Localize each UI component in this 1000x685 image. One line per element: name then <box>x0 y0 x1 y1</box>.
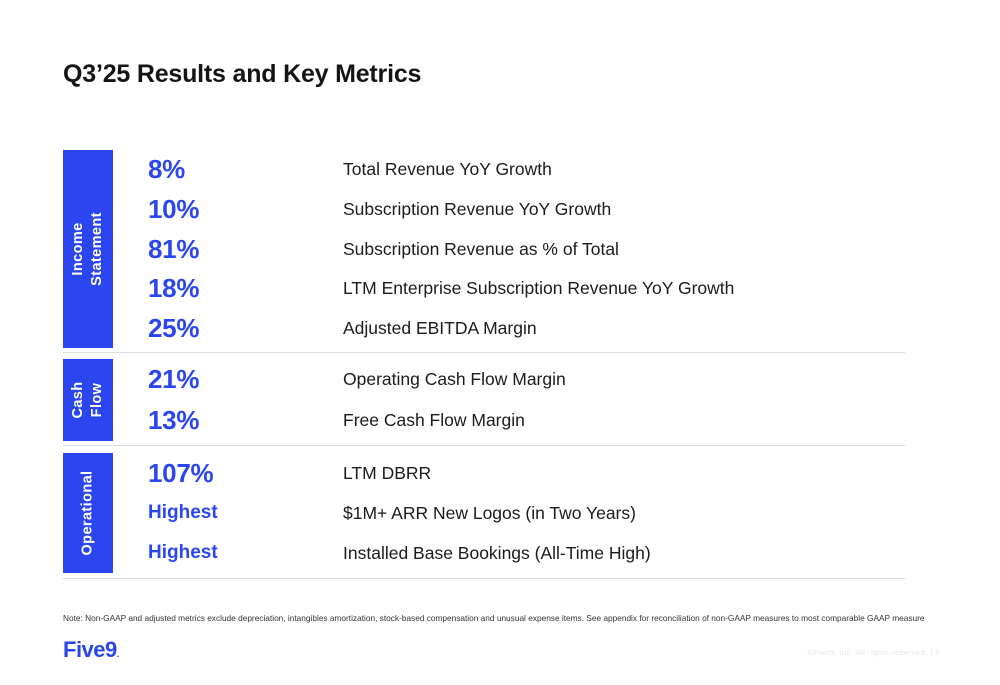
logo-registered-mark: . <box>116 649 120 659</box>
metric-row: 25% Adjusted EBITDA Margin <box>148 308 905 348</box>
metric-value: Highest <box>148 542 218 563</box>
section-divider <box>63 445 905 446</box>
metric-row: Highest Installed Base Bookings (All-Tim… <box>148 533 905 573</box>
section-rows: 8% Total Revenue YoY Growth 10% Subscrip… <box>113 150 905 348</box>
metric-row: 8% Total Revenue YoY Growth <box>148 150 905 190</box>
section-bar-label: Operational <box>79 470 96 556</box>
metric-row: 13% Free Cash Flow Margin <box>148 400 905 441</box>
five9-logo: Five9. <box>63 637 119 663</box>
section-bar-cash-flow: Cash Flow <box>63 359 113 441</box>
metric-value: 21% <box>148 364 200 394</box>
metric-value: 81% <box>148 233 200 264</box>
metric-value: 18% <box>148 273 200 304</box>
metric-label: LTM DBRR <box>343 462 432 483</box>
metric-row: 18% LTM Enterprise Subscription Revenue … <box>148 269 905 309</box>
section-cash-flow: Cash Flow 21% Operating Cash Flow Margin… <box>63 359 905 441</box>
metric-label: Installed Base Bookings (All-Time High) <box>343 542 651 563</box>
page-title: Q3’25 Results and Key Metrics <box>63 60 422 88</box>
metric-value: Highest <box>148 502 218 523</box>
metric-label: Total Revenue YoY Growth <box>343 159 552 180</box>
footnote: Note: Non-GAAP and adjusted metrics excl… <box>63 613 925 623</box>
copyright-text: ©Five9, Inc. All rights reserved. | 5 <box>807 648 940 657</box>
metric-label: Adjusted EBITDA Margin <box>343 317 537 338</box>
section-bar-income-statement: Income Statement <box>63 150 113 348</box>
metric-label: Subscription Revenue YoY Growth <box>343 198 612 219</box>
metric-label: $1M+ ARR New Logos (in Two Years) <box>343 502 636 523</box>
five9-logo-text: Five9 <box>63 637 117 662</box>
section-bar-label: Income Statement <box>70 212 105 286</box>
metric-label: Free Cash Flow Margin <box>343 410 525 430</box>
section-rows: 21% Operating Cash Flow Margin 13% Free … <box>113 359 905 441</box>
metric-row: 21% Operating Cash Flow Margin <box>148 359 905 400</box>
metric-label: Operating Cash Flow Margin <box>343 369 566 389</box>
metric-row: 107% LTM DBRR <box>148 453 905 493</box>
metric-value: 8% <box>148 154 185 185</box>
section-rows: 107% LTM DBRR Highest $1M+ ARR New Logos… <box>113 453 905 573</box>
section-divider <box>63 578 905 579</box>
metrics-content: Income Statement 8% Total Revenue YoY Gr… <box>63 150 905 579</box>
section-income-statement: Income Statement 8% Total Revenue YoY Gr… <box>63 150 905 348</box>
section-bar-operational: Operational <box>63 453 113 573</box>
metric-label: LTM Enterprise Subscription Revenue YoY … <box>343 278 735 299</box>
section-bar-label: Cash Flow <box>70 381 105 419</box>
metric-value: 13% <box>148 405 200 435</box>
metric-row: Highest $1M+ ARR New Logos (in Two Years… <box>148 493 905 533</box>
metric-value: 107% <box>148 457 214 488</box>
metric-value: 10% <box>148 193 200 224</box>
metric-label: Subscription Revenue as % of Total <box>343 238 619 259</box>
section-divider <box>63 352 905 353</box>
metric-row: 10% Subscription Revenue YoY Growth <box>148 190 905 230</box>
metric-value: 25% <box>148 312 200 343</box>
metric-row: 81% Subscription Revenue as % of Total <box>148 229 905 269</box>
section-operational: Operational 107% LTM DBRR Highest $1M+ A… <box>63 453 905 573</box>
